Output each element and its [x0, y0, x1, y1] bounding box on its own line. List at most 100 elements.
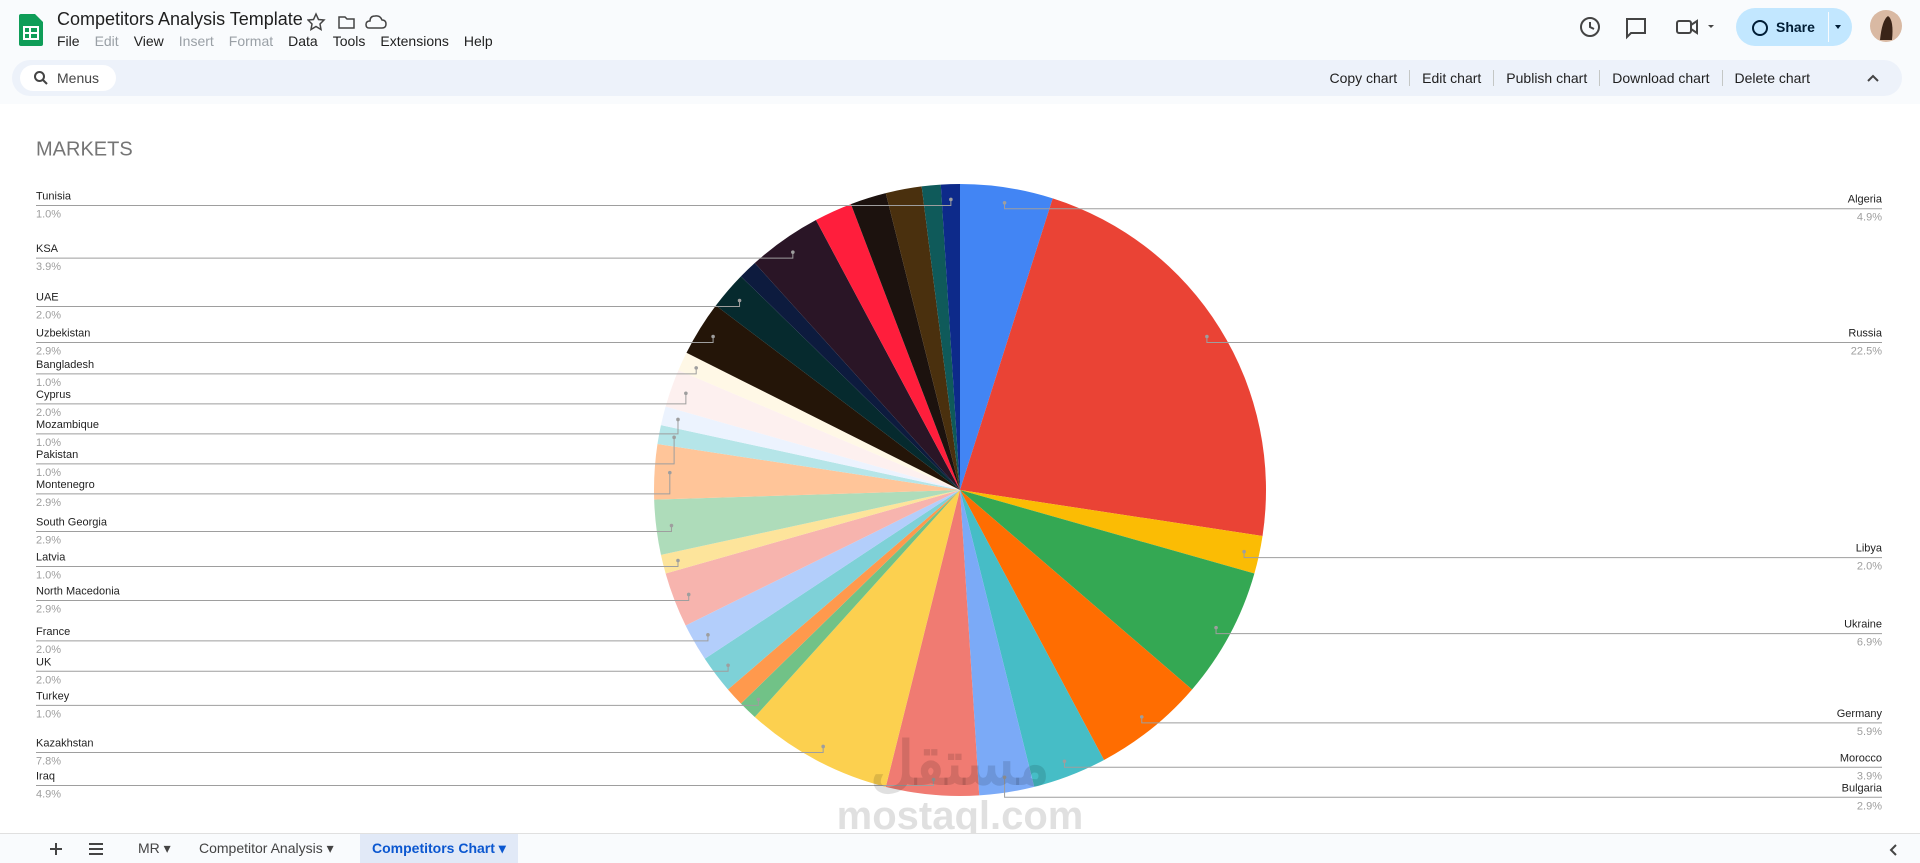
leader-dot — [669, 523, 674, 528]
leader-dot — [791, 250, 795, 254]
slice-label: Turkey — [36, 690, 70, 702]
leader-dot — [1002, 200, 1007, 205]
leader-line — [1004, 202, 1882, 210]
leader-dot — [668, 470, 672, 475]
slice-value-label: 1.0% — [36, 570, 61, 582]
leader-dot — [684, 391, 688, 396]
action-button[interactable]: Delete chart — [1721, 70, 1822, 86]
slice-value-label: 1.0% — [36, 377, 61, 389]
slice-value-label: 3.9% — [1857, 770, 1882, 782]
action-button[interactable]: Copy chart — [1329, 70, 1398, 86]
slice-value-label: 3.9% — [36, 261, 61, 273]
leader-dot — [1242, 549, 1246, 554]
menu-item[interactable]: Edit — [94, 33, 119, 49]
scroll-left[interactable] — [1888, 843, 1900, 857]
sheet-tab[interactable]: Competitors Chart ▾ — [360, 834, 518, 863]
leader-line — [1004, 777, 1882, 798]
slice-label: France — [36, 626, 70, 638]
action-button[interactable]: Edit chart — [1409, 70, 1493, 86]
slice-label: Ukraine — [1844, 619, 1882, 631]
leader-dot — [726, 663, 730, 668]
leader-dot — [931, 777, 936, 782]
leader-dot — [672, 435, 676, 440]
slice-label: Mozambique — [36, 419, 99, 431]
leader-line — [36, 419, 679, 435]
slice-label: Morocco — [1840, 752, 1882, 764]
pie-slice — [685, 490, 960, 659]
leader-line — [36, 594, 690, 601]
pie-slice — [740, 490, 960, 717]
leader-dot — [1205, 334, 1209, 339]
chart: MARKETS Algeria4.9%Russia22.5%Libya2.0%U… — [36, 138, 1883, 838]
pie-slice — [960, 490, 1255, 690]
leader-dot — [711, 334, 715, 339]
action-button[interactable]: Publish chart — [1493, 70, 1599, 86]
pie-slice — [885, 490, 980, 796]
slice-value-label: 2.9% — [36, 497, 61, 509]
menu-item[interactable]: Insert — [178, 33, 214, 49]
menu-item[interactable]: File — [57, 33, 80, 49]
tab-label: Competitor Analysis — [199, 840, 323, 856]
pie-slice — [660, 490, 960, 574]
menu-item[interactable]: Extensions — [380, 33, 449, 49]
leader-line — [1243, 551, 1882, 559]
pie-slice — [686, 305, 960, 490]
pie-slice — [654, 444, 960, 500]
slice-value-label: 1.0% — [36, 208, 61, 220]
header-icons[interactable] — [1578, 14, 1728, 40]
slice-label: Germany — [1837, 708, 1883, 720]
slice-value-label: 1.0% — [36, 708, 61, 720]
slice-value-label: 2.9% — [1857, 800, 1882, 812]
pie-slice — [960, 490, 1193, 760]
slice-label: Montenegro — [36, 479, 95, 491]
pie-slice — [715, 276, 960, 490]
slice-label: Iraq — [36, 770, 55, 782]
menu-item[interactable]: Help — [463, 33, 493, 49]
menu-search[interactable]: Menus — [20, 65, 116, 91]
chart-actions: Copy chart Edit chart Publish chart Down… — [1317, 70, 1822, 86]
slice-value-label: 22.5% — [1851, 346, 1882, 358]
slice-label: Russia — [1848, 328, 1883, 340]
leader-line — [36, 665, 729, 672]
pie-slice — [815, 204, 960, 490]
pie-slice — [940, 184, 960, 490]
slice-value-label: 6.9% — [1857, 637, 1882, 649]
document-title[interactable]: Competitors Analysis Template — [57, 9, 303, 29]
slice-label: Libya — [1856, 543, 1883, 555]
leader-line — [1063, 761, 1882, 768]
share-dropdown[interactable] — [1828, 12, 1848, 42]
slice-label: Cyprus — [36, 389, 71, 401]
slice-label: Kazakhstan — [36, 737, 93, 749]
collapse-icon[interactable] — [1866, 72, 1880, 84]
pie-slice — [754, 220, 960, 490]
share-button[interactable]: Share — [1736, 8, 1852, 46]
pie-slice — [960, 490, 1035, 796]
leader-dot — [821, 744, 825, 749]
avatar[interactable] — [1870, 10, 1902, 42]
menu-item[interactable]: Tools — [332, 33, 366, 49]
tab-label: MR — [138, 840, 160, 856]
action-button[interactable]: Download chart — [1599, 70, 1721, 86]
pie-slice — [885, 186, 960, 490]
leader-line — [1141, 716, 1882, 724]
menu-item[interactable]: View — [133, 33, 164, 49]
watermark-site: mostaql.com — [837, 794, 1084, 833]
title-icons — [307, 12, 387, 31]
title-bar: Competitors Analysis Template File Edit … — [0, 0, 1920, 60]
menu-item[interactable]: Data — [288, 33, 318, 49]
tab-icons[interactable] — [48, 841, 108, 857]
sheets-logo — [19, 14, 43, 46]
leader-dot — [676, 558, 680, 563]
slice-label: North Macedonia — [36, 585, 121, 597]
leader-line — [36, 525, 672, 533]
sheet-tab[interactable]: Competitor Analysis ▾ — [199, 840, 334, 856]
search-icon — [34, 71, 48, 85]
slice-label: KSA — [36, 243, 59, 255]
sheet-tab[interactable]: MR ▾ — [138, 840, 171, 856]
leader-line — [36, 393, 687, 405]
leader-line — [36, 746, 824, 753]
pie-slice — [754, 490, 960, 787]
leader-dot — [737, 298, 742, 303]
slice-label: Pakistan — [36, 449, 78, 461]
menu-item[interactable]: Format — [228, 33, 274, 49]
